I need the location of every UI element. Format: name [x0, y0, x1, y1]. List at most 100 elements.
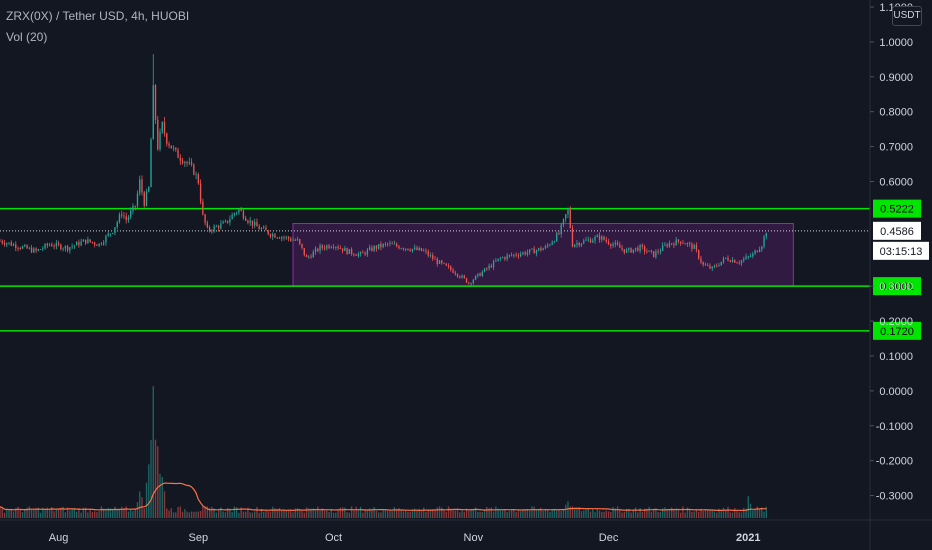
candle-body	[163, 122, 166, 134]
candle-body	[414, 247, 416, 250]
volume-bar	[215, 512, 218, 518]
candle-body	[576, 243, 578, 245]
volume-bar	[619, 509, 621, 518]
volume-bar	[42, 507, 44, 518]
volume-bar	[513, 509, 515, 518]
volume-bar	[524, 510, 526, 518]
candle-body	[51, 244, 53, 247]
volume-bar	[269, 511, 272, 518]
volume-bar	[278, 508, 281, 518]
candle-body	[648, 250, 650, 252]
volume-bar	[224, 512, 227, 518]
candle-body	[211, 230, 213, 232]
volume-bar	[48, 509, 51, 518]
y-tick-label: -0.2000	[876, 456, 913, 468]
candle-body	[0, 240, 1, 242]
candle-body	[704, 264, 707, 266]
candle-body	[12, 244, 15, 246]
candle-body	[112, 233, 114, 234]
candle-body	[197, 174, 200, 184]
candle-body	[62, 248, 64, 250]
volume-bar	[765, 506, 767, 518]
volume-bar	[103, 508, 105, 518]
candle-body	[497, 258, 499, 261]
candle-body	[39, 249, 42, 251]
candle-body	[380, 244, 382, 248]
volume-bar	[26, 507, 28, 518]
candle-body	[718, 265, 720, 267]
candle-body	[260, 228, 263, 230]
candle-body	[729, 260, 731, 262]
y-tick-label: 0.2000	[879, 316, 913, 328]
candle-body	[235, 212, 238, 214]
volume-bar	[193, 511, 195, 518]
volume-bar	[598, 510, 601, 518]
candle-body	[278, 237, 281, 239]
volume-bar	[80, 512, 82, 518]
volume-bar	[172, 512, 175, 518]
volume-bar	[136, 502, 139, 518]
candle-body	[585, 239, 587, 241]
volume-bar	[583, 510, 585, 518]
volume-bar	[0, 506, 1, 518]
volume-bar	[366, 510, 369, 518]
candle-body	[409, 250, 411, 251]
candle-body	[143, 192, 145, 206]
volume-bar	[594, 512, 596, 518]
volume-bar	[353, 510, 355, 518]
volume-bar	[357, 510, 360, 518]
range-box[interactable]	[292, 223, 794, 287]
volume-bar	[477, 511, 479, 518]
volume-bar	[652, 508, 655, 518]
candle-body	[116, 222, 118, 228]
candle-body	[206, 222, 209, 228]
volume-bar	[350, 506, 353, 518]
candle-body	[389, 243, 391, 245]
countdown-label: 03:15:13	[880, 246, 923, 258]
candle-body	[625, 249, 628, 253]
volume-bar	[459, 512, 461, 518]
candle-body	[37, 249, 39, 251]
volume-bar	[740, 512, 743, 518]
volume-bar	[547, 509, 549, 518]
volume-bar	[202, 506, 204, 518]
volume-bar	[605, 510, 607, 518]
volume-bar	[373, 507, 375, 518]
candle-body	[486, 268, 488, 270]
volume-bar	[62, 506, 64, 518]
volume-bar	[745, 508, 747, 518]
level-price-tag	[873, 321, 921, 340]
candle-body	[664, 244, 666, 246]
volume-bar	[294, 508, 296, 518]
candle-body	[96, 244, 98, 246]
candle-body	[258, 226, 260, 230]
volume-bar	[443, 510, 445, 518]
volume-bar	[698, 511, 700, 518]
volume-bar	[21, 512, 24, 518]
candle-body	[542, 248, 544, 251]
volume-bar	[580, 511, 583, 518]
volume-bar	[281, 510, 283, 518]
volume-bar	[670, 507, 673, 518]
volume-bar	[256, 506, 258, 518]
candle-body	[438, 260, 441, 264]
volume-bar	[684, 512, 686, 518]
candle-body	[468, 282, 470, 284]
currency-button[interactable]: USDT	[892, 6, 922, 26]
candle-body	[569, 208, 571, 228]
volume-bar	[389, 511, 391, 518]
candle-body	[528, 249, 531, 253]
volume-bar	[409, 512, 411, 518]
candle-body	[332, 247, 335, 249]
candle-body	[168, 143, 170, 146]
volume-bar	[310, 508, 312, 518]
y-tick-label: 0.7000	[879, 142, 913, 154]
volume-bar	[145, 482, 148, 518]
volume-indicator-label[interactable]: Vol (20)	[6, 30, 48, 44]
volume-bar	[711, 509, 713, 518]
candle-body	[290, 238, 292, 241]
volume-bar	[382, 510, 384, 518]
candle-body	[716, 265, 718, 267]
